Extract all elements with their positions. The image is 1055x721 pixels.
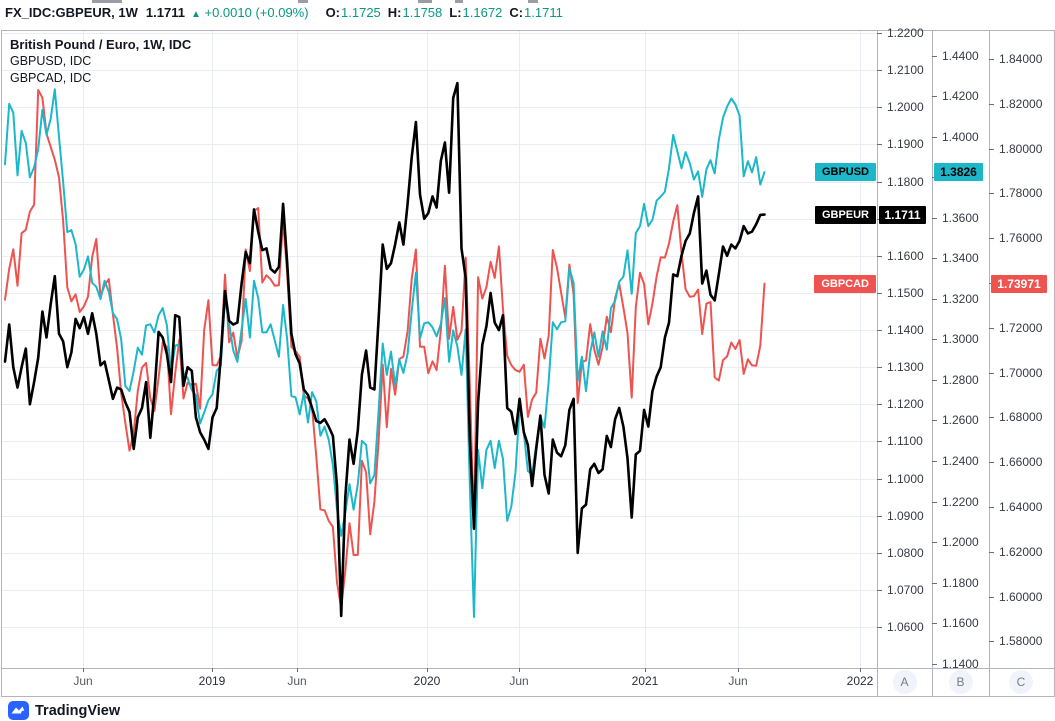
axis-a-tick-label: 1.0600	[887, 620, 924, 635]
axis-price-label-gbpeur[interactable]: 1.1711	[879, 205, 926, 224]
axis-a-tick-label: 1.1200	[887, 397, 924, 412]
axis-price-label-gbpcad[interactable]: 1.73971	[991, 274, 1047, 293]
axis-button-c[interactable]: C	[1009, 670, 1033, 694]
axis-c-tick-label: 1.72000	[999, 320, 1043, 335]
ohlc-label: O:	[325, 5, 341, 20]
axis-b-tick-label: 1.4400	[942, 48, 979, 63]
axis-c-tick-label: 1.76000	[999, 231, 1043, 246]
axis-a-tick-label: 1.1800	[887, 174, 924, 189]
axis-b-tick-label: 1.3400	[942, 251, 979, 266]
axis-a-tick-label: 1.2100	[887, 63, 924, 78]
axis-c-tick-label: 1.60000	[999, 589, 1043, 604]
chart-legend: British Pound / Euro, 1W, IDC GBPUSD, ID…	[10, 36, 191, 87]
time-axis-label-2021[interactable]: 2021	[631, 674, 659, 688]
axis-b-tick-label: 1.3000	[942, 332, 979, 347]
axis-c-tick-label: 1.80000	[999, 141, 1043, 156]
axis-c-tick-label: 1.70000	[999, 365, 1043, 380]
axis-b-tick-label: 1.4000	[942, 129, 979, 144]
axis-a-tick-label: 1.1100	[887, 434, 923, 449]
axis-b-tick-label: 1.1600	[942, 616, 979, 631]
price-flag-gbpeur[interactable]: GBPEUR	[814, 205, 876, 224]
legend-main-symbol[interactable]: British Pound / Euro, 1W, IDC	[10, 37, 192, 52]
ohlc-value: 1.1725	[341, 5, 381, 20]
last-price: 1.1711	[145, 5, 185, 20]
axis-c-tick-label: 1.62000	[999, 544, 1043, 559]
ohlc-label: L:	[449, 5, 462, 20]
price-change: ▲ +0.0010 (+0.09%)	[190, 5, 309, 20]
time-axis-label-2022[interactable]: 2022	[846, 674, 874, 688]
time-axis-label-jun[interactable]: Jun	[287, 674, 307, 688]
axis-b-tick-label: 1.2400	[942, 454, 979, 468]
axis-c-tick-label: 1.84000	[999, 51, 1043, 66]
axis-c-tick-label: 1.66000	[999, 455, 1043, 470]
axis-a-tick-label: 1.1600	[887, 248, 924, 263]
time-axis-label-2020[interactable]: 2020	[413, 674, 441, 688]
axis-a-tick-label: 1.1000	[887, 471, 924, 486]
axis-b-tick-label: 1.1400	[942, 656, 979, 671]
time-axis-label-jun[interactable]: Jun	[728, 674, 748, 688]
time-axis-label-jun[interactable]: Jun	[509, 674, 529, 688]
axis-button-b[interactable]: B	[948, 670, 973, 694]
price-flag-gbpusd[interactable]: GBPUSD	[814, 163, 876, 182]
axis-a-tick-label: 1.1300	[887, 360, 924, 375]
tradingview-logo-icon	[8, 701, 29, 720]
axis-c-tick-label: 1.78000	[999, 186, 1043, 201]
legend-overlay-gbpusd[interactable]: GBPUSD, IDC	[10, 54, 92, 68]
axis-b-tick-label: 1.1800	[942, 575, 979, 590]
axis-b-tick-label: 1.2000	[942, 535, 979, 550]
axis-a-tick-label: 1.2000	[887, 100, 924, 115]
price-flag-gbpcad[interactable]: GBPCAD	[814, 274, 876, 293]
legend-overlay-gbpcad[interactable]: GBPCAD, IDC	[10, 71, 92, 85]
symbol-title[interactable]: FX_IDC:GBPEUR, 1W	[5, 5, 138, 20]
axis-a-tick-label: 1.0700	[887, 583, 924, 597]
series-line-gbpusd	[4, 88, 766, 618]
time-axis-label-2019[interactable]: 2019	[198, 674, 226, 688]
axis-a-tick-label: 1.0900	[887, 508, 924, 523]
ohlc-value: 1.1711	[524, 5, 563, 20]
axis-b-tick-label: 1.2800	[942, 372, 979, 387]
axis-c-tick-label: 1.82000	[999, 96, 1043, 111]
axis-c-tick-label: 1.64000	[999, 499, 1043, 514]
axis-a-tick-label: 1.0800	[887, 545, 924, 560]
ohlc-label: H:	[387, 5, 402, 20]
axis-button-a[interactable]: A	[892, 670, 917, 694]
footer-brand[interactable]: TradingView	[8, 700, 120, 721]
axis-c-tick-label: 1.68000	[999, 410, 1043, 425]
axis-a-tick-label: 1.1400	[887, 323, 924, 338]
axis-b-tick-label: 1.2600	[942, 413, 979, 428]
axis-b-tick-label: 1.2200	[942, 494, 979, 509]
series-line-gbpeur	[3, 81, 766, 618]
time-axis-label-jun[interactable]: Jun	[73, 674, 93, 688]
axis-c-tick-label: 1.58000	[999, 634, 1043, 649]
axis-a-tick-label: 1.1500	[887, 285, 924, 300]
axis-price-label-gbpusd[interactable]: 1.3826	[934, 163, 983, 182]
ohlc-label: C:	[509, 5, 524, 20]
ohlc-values: O:1.1725 H:1.1758 L:1.1672 C:1.1711	[319, 5, 563, 20]
symbol-info-bar: FX_IDC:GBPEUR, 1W 1.1711 ▲ +0.0010 (+0.0…	[0, 0, 1055, 30]
axis-b-tick-label: 1.3200	[942, 291, 979, 306]
axis-b-tick-label: 1.4200	[942, 89, 979, 104]
ohlc-value: 1.1672	[462, 5, 503, 20]
up-arrow-icon: ▲	[190, 9, 201, 20]
series-line-gbpcad	[4, 89, 766, 609]
axis-b-tick-label: 1.3600	[942, 210, 979, 225]
brand-name: TradingView	[35, 702, 121, 719]
axis-a-tick-label: 1.1900	[887, 137, 924, 152]
ohlc-value: 1.1758	[402, 5, 443, 20]
axis-a-tick-label: 1.2200	[887, 25, 924, 40]
